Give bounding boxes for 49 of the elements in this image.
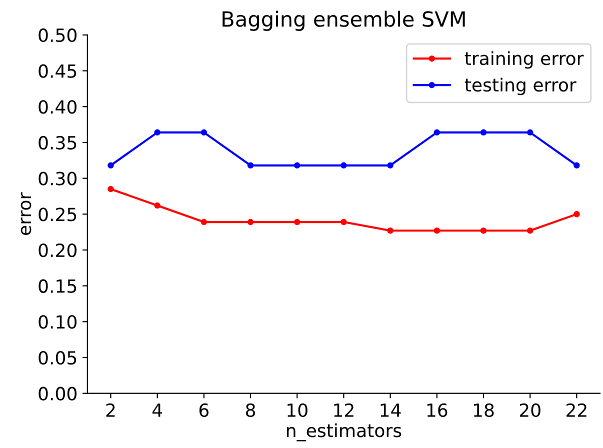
y-tick-label: 0.25 — [38, 208, 76, 222]
point — [526, 228, 534, 234]
x-tick-label: 12 — [334, 403, 354, 417]
point — [154, 202, 160, 209]
point — [247, 162, 254, 169]
point — [574, 211, 580, 218]
x-tick-label: 20 — [520, 403, 540, 418]
chart-title: Bagging ensemble SVM — [222, 10, 465, 31]
point — [294, 162, 300, 169]
x-tick-label: 10 — [288, 403, 308, 418]
legend-label: testing error — [464, 78, 576, 96]
point — [154, 129, 160, 136]
x-tick-label: 8 — [246, 403, 256, 418]
point — [200, 129, 208, 136]
point — [108, 162, 114, 169]
y-axis-title: error — [20, 192, 32, 235]
x-axis-title: n_estimators — [287, 423, 402, 442]
point — [340, 162, 347, 169]
point — [200, 218, 208, 226]
y-tick-label: 0.00 — [38, 386, 77, 400]
point — [434, 129, 440, 136]
y-tick-label: 0.30 — [38, 172, 77, 186]
x-tick-label: 18 — [474, 403, 494, 418]
point — [387, 228, 394, 234]
point — [480, 228, 487, 234]
point — [387, 162, 394, 169]
legend-label: training error — [464, 51, 584, 69]
x-tick-label: 16 — [427, 403, 448, 418]
x-tick-label: 2 — [106, 403, 115, 417]
y-tick-label: 0.35 — [38, 136, 76, 150]
y-tick-label: 0.50 — [38, 28, 77, 42]
y-tick-label: 0.45 — [38, 64, 76, 78]
point — [434, 228, 440, 234]
point — [574, 162, 580, 169]
y-tick-label: 0.40 — [38, 100, 77, 114]
point — [294, 218, 300, 226]
point — [108, 186, 114, 192]
x-tick-label: 6 — [199, 403, 209, 418]
y-tick-label: 0.05 — [38, 350, 76, 365]
y-tick-label: 0.15 — [38, 279, 76, 293]
point — [480, 129, 487, 136]
point — [526, 129, 534, 136]
y-tick-label: 0.20 — [38, 243, 77, 258]
y-tick-label: 0.10 — [38, 315, 77, 329]
x-tick-label: 4 — [152, 404, 162, 417]
point — [247, 218, 254, 226]
x-tick-label: 14 — [380, 404, 401, 417]
point — [340, 218, 347, 226]
x-tick-label: 22 — [566, 403, 586, 417]
